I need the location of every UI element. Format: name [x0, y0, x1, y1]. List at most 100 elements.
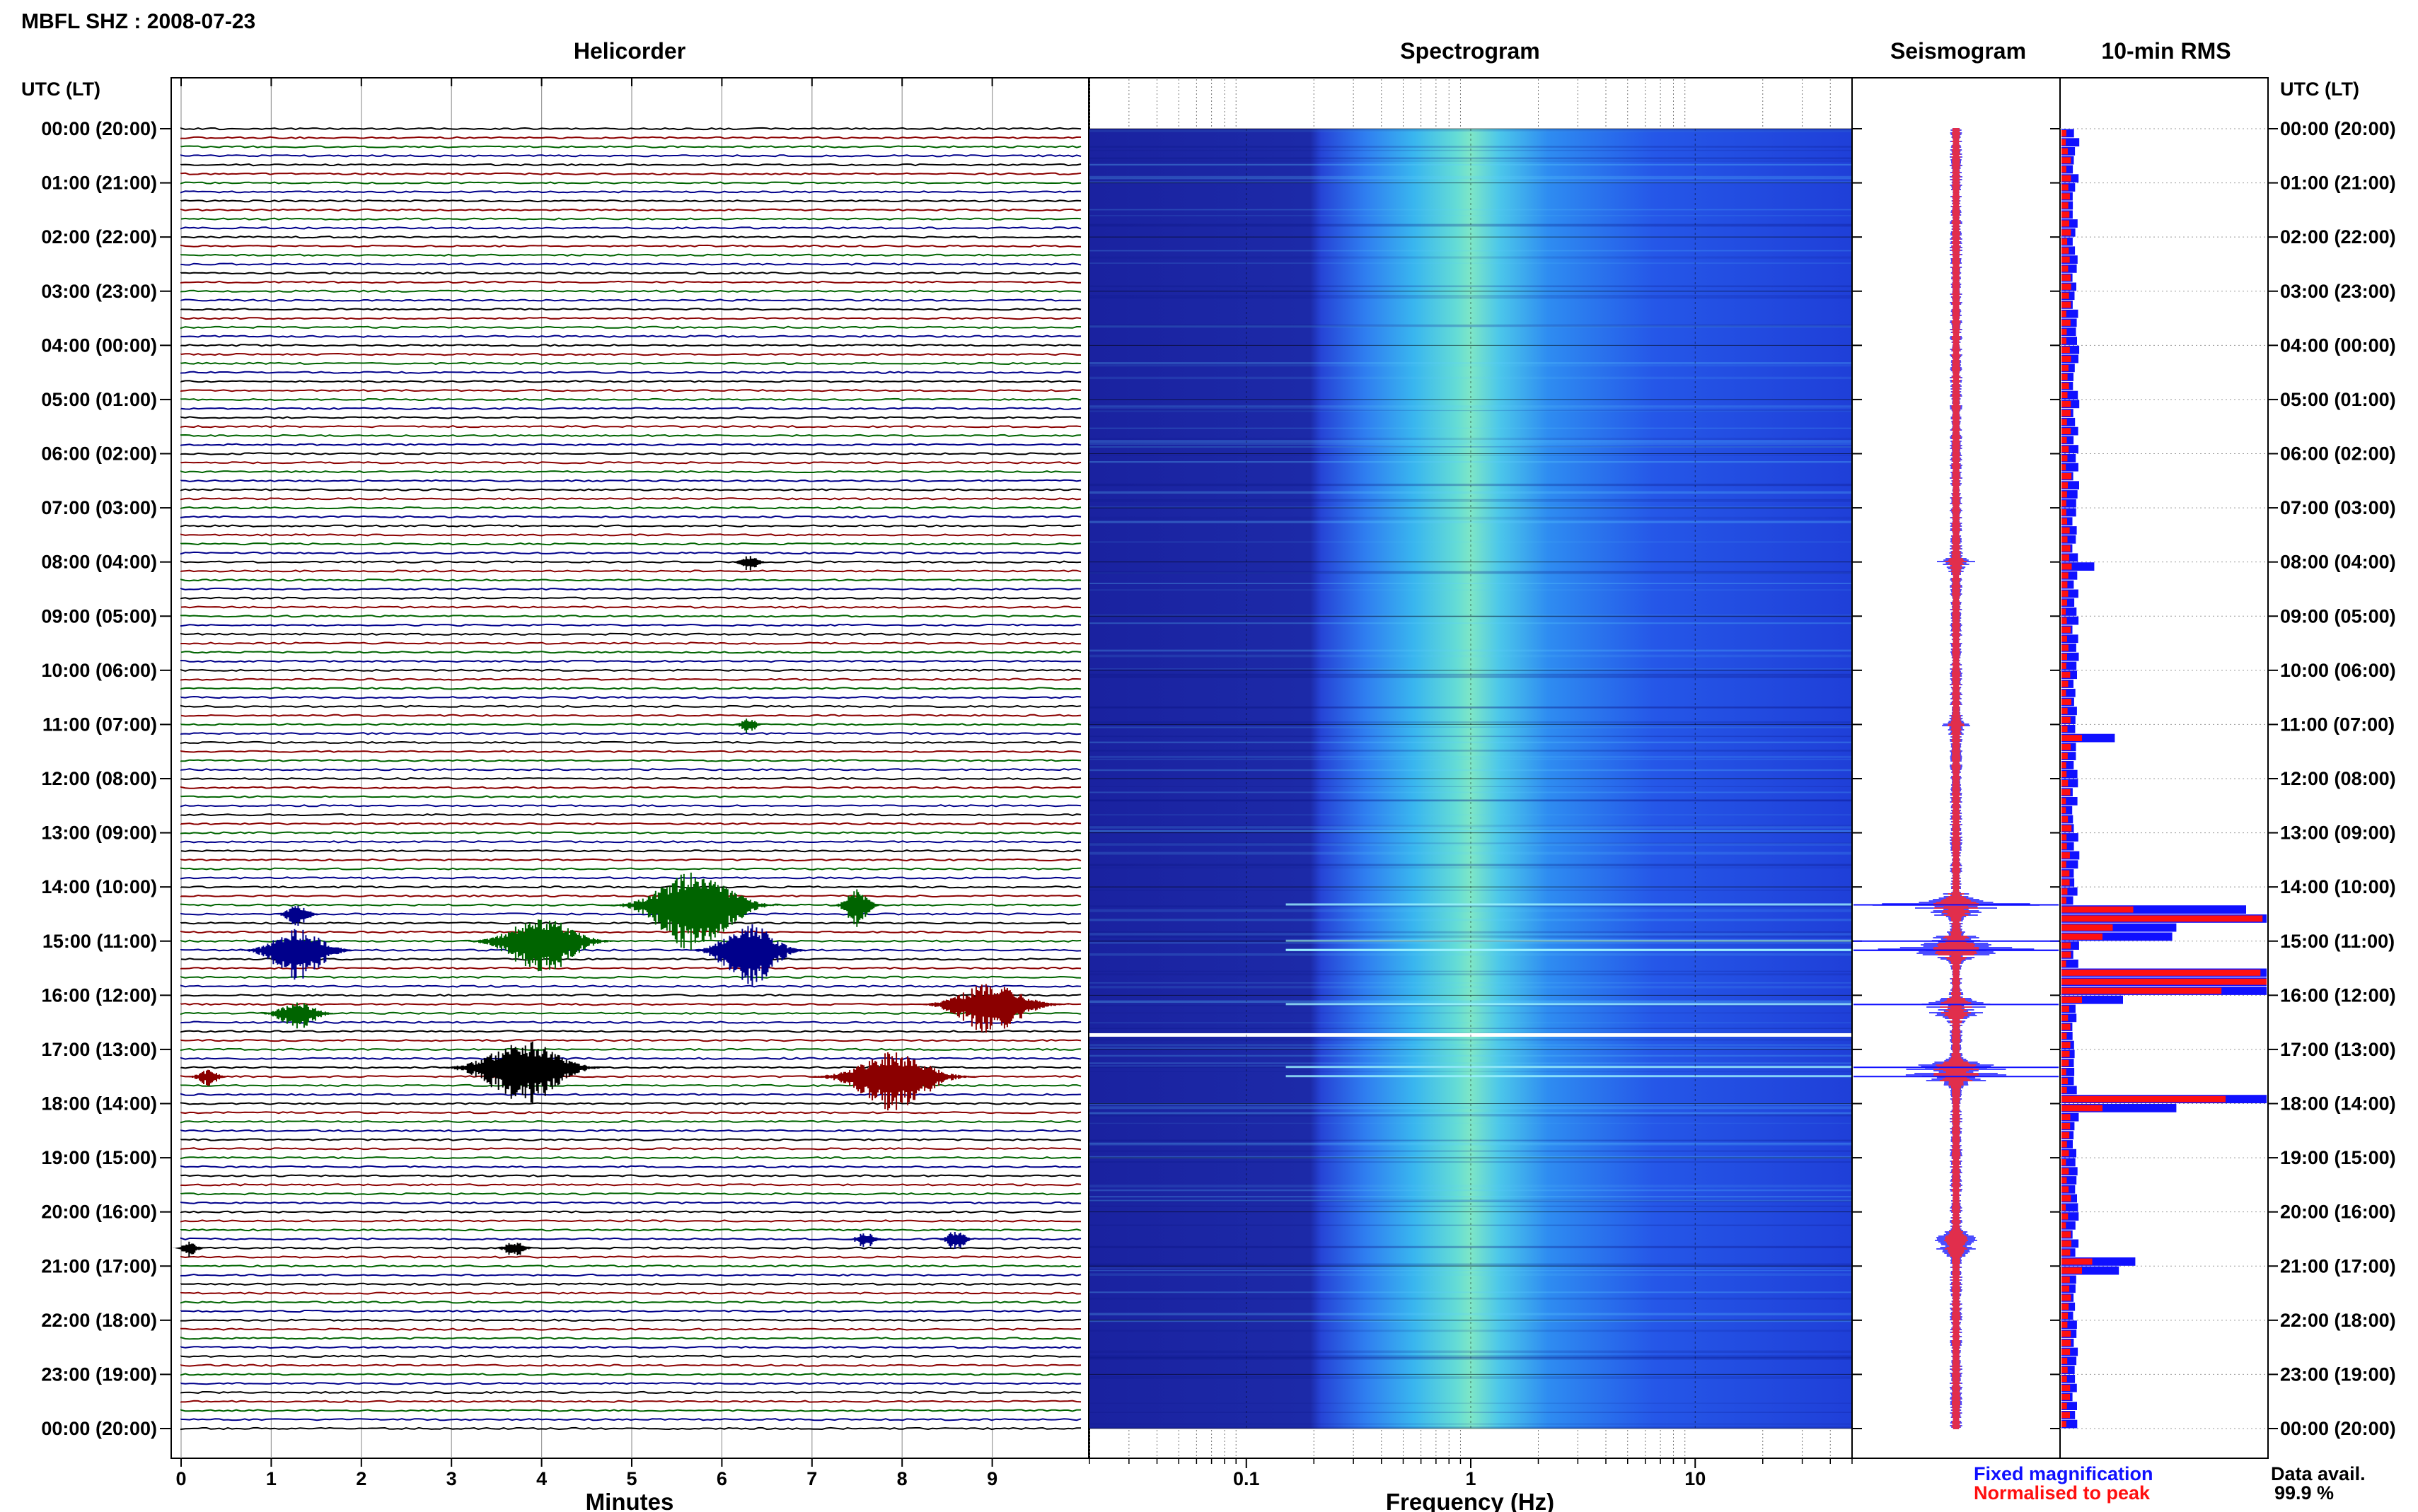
helicorder-trace-row: [180, 1255, 1082, 1259]
spectrogram-streak: [1089, 181, 1852, 183]
helicorder-trace-row: [180, 389, 1082, 392]
spectrogram-streak: [1089, 706, 1852, 709]
spectrogram-streak: [1089, 129, 1852, 132]
spectrogram-streak: [1089, 1196, 1852, 1198]
rms-bar-normalised: [2061, 301, 2071, 308]
helicorder-trace-row: [180, 1382, 1082, 1385]
rms-bar-fixed: [2061, 345, 2080, 354]
rms-bar-fixed: [2061, 1366, 2075, 1374]
rms-bar-fixed: [2061, 1402, 2077, 1410]
rms-bar-normalised: [2061, 1042, 2071, 1048]
rms-bar-fixed: [2061, 833, 2078, 842]
rms-bar-normalised: [2061, 987, 2222, 994]
rms-bar-normalised: [2061, 635, 2067, 642]
rms-bar-normalised: [2061, 1078, 2068, 1084]
helicorder-trace-row: [180, 1138, 1082, 1141]
helicorder-trace-row: [180, 966, 1082, 970]
rms-bar-normalised: [2061, 1050, 2070, 1057]
time-label-left: 01:00 (21:00): [41, 173, 157, 194]
spectrogram-streak: [1089, 491, 1852, 494]
helicorder-event: [725, 556, 771, 571]
rms-bar-normalised: [2061, 834, 2067, 841]
seismogram-title: Seismogram: [1890, 38, 2026, 64]
helicorder-trace-row: [180, 335, 1082, 338]
helicorder-trace-row: [180, 1345, 1082, 1349]
rms-bar-normalised: [2061, 807, 2066, 814]
rms-bar-normalised: [2061, 879, 2070, 886]
spectrogram-streak: [1089, 499, 1852, 501]
rms-bar-normalised: [2061, 1186, 2069, 1193]
rms-bar-fixed: [2061, 1356, 2077, 1366]
rms-bar-normalised: [2061, 238, 2068, 245]
spectrogram-streak: [1089, 982, 1852, 984]
spectrogram-streak: [1089, 427, 1852, 429]
rms-bar-normalised: [2061, 1385, 2071, 1391]
rms-bar-normalised: [2061, 970, 2261, 976]
rms-grid: [2060, 128, 2268, 1429]
helicorder-trace-row: [180, 813, 1082, 817]
helicorder-trace-row: [180, 1390, 1082, 1395]
helicorder-trace-row: [180, 1219, 1081, 1223]
rms-bar-fixed: [2061, 1266, 2119, 1275]
helicorder-trace-row: [180, 921, 1082, 925]
spectrogram-streak: [1089, 654, 1852, 658]
spectrogram-streak: [1089, 516, 1852, 520]
spectrogram-streak: [1089, 1047, 1852, 1049]
helicorder-trace-row: [180, 1354, 1082, 1359]
helicorder-trace-row: [180, 714, 1082, 717]
rms-bar-fixed: [2061, 1067, 2075, 1076]
rms-bar-normalised: [2061, 356, 2071, 362]
helicorder-x-tick-label: 3: [446, 1468, 457, 1489]
rms-bar-normalised: [2061, 1349, 2071, 1355]
helicorder-event: [802, 1052, 984, 1111]
rms-bar-normalised: [2061, 680, 2069, 687]
rms-bar-normalised: [2061, 292, 2069, 299]
helicorder-trace-row: [180, 560, 1082, 564]
time-label-left: 12:00 (08:00): [41, 768, 157, 789]
rms-bar-fixed: [2061, 598, 2075, 607]
spectrogram-streak: [1089, 675, 1852, 678]
rms-bar-fixed: [2061, 445, 2078, 453]
time-label-right: 09:00 (05:00): [2280, 605, 2396, 627]
time-label-left: 20:00 (16:00): [41, 1202, 157, 1223]
time-label-left: 18:00 (14:00): [41, 1093, 157, 1115]
helicorder-event: [171, 1241, 209, 1257]
spectrogram-x-axis-label: Frequency (Hz): [1386, 1489, 1554, 1512]
helicorder-trace-row: [180, 1373, 1082, 1376]
helicorder-trace-row: [180, 154, 1082, 158]
helicorder-trace-row: [180, 786, 1082, 789]
rms-bar-normalised: [2061, 1321, 2068, 1328]
helicorder-trace-row: [180, 434, 1082, 438]
helicorder-trace-row: [180, 253, 1082, 257]
rms-bar-normalised: [2061, 843, 2067, 850]
rms-bar-normalised: [2061, 1141, 2067, 1148]
rms-bar-fixed: [2061, 535, 2076, 544]
spectrogram-streak: [1089, 1190, 1852, 1192]
helicorder-event: [432, 1041, 614, 1104]
helicorder-trace-row: [180, 1201, 1082, 1204]
rms-bar-fixed: [2061, 1221, 2076, 1230]
rms-bar-fixed: [2061, 706, 2077, 716]
spectrogram-panel: 0.1 1 10 Frequency (Hz): [1089, 77, 1853, 1512]
spectrogram-streak: [1089, 1112, 1852, 1115]
time-label-right: 06:00 (02:00): [2280, 443, 2396, 465]
helicorder-trace-row: [180, 840, 1082, 844]
spectrogram-streak: [1089, 786, 1852, 787]
spectrogram-streak: [1089, 750, 1852, 752]
rms-bar-normalised: [2061, 500, 2066, 507]
time-label-right: 12:00 (08:00): [2280, 768, 2396, 789]
helicorder-trace-row: [180, 768, 1082, 772]
spectrogram-streak: [1089, 890, 1852, 891]
rms-bar-fixed: [2061, 688, 2076, 697]
rms-bar-fixed: [2061, 589, 2078, 598]
rms-bar-normalised: [2061, 581, 2068, 588]
spectrogram-streak: [1089, 622, 1852, 624]
rms-bar-normalised: [2061, 780, 2069, 786]
helicorder-event: [685, 924, 813, 987]
helicorder-trace-row: [180, 461, 1082, 465]
time-label-right: 13:00 (09:00): [2280, 822, 2396, 844]
spectrogram-streak: [1089, 1313, 1852, 1315]
helicorder-trace-row: [180, 759, 1082, 762]
helicorder-frame: [170, 77, 1089, 1459]
rms-bar-fixed: [2061, 1203, 2078, 1212]
